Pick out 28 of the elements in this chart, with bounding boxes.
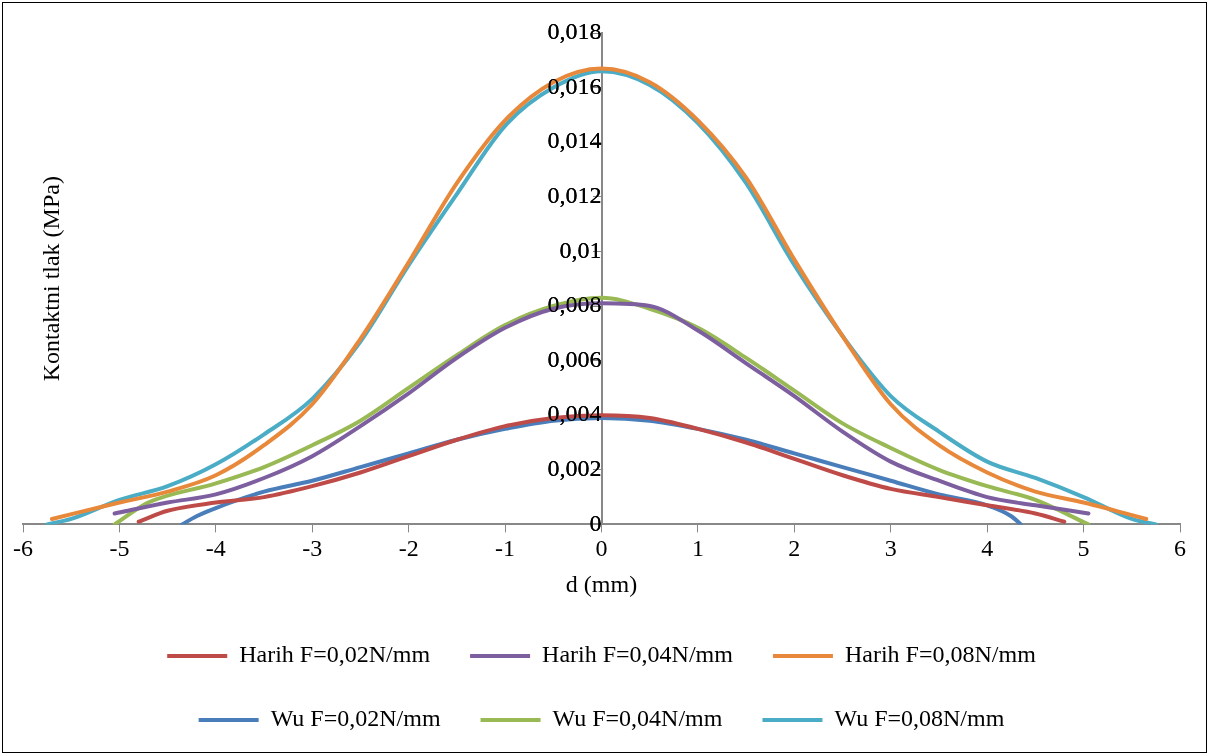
x-tick-label: -5 [109, 535, 130, 562]
x-tick-label: 4 [981, 535, 994, 562]
y-tick-label: 0,01 [559, 236, 602, 263]
x-tick-label: -1 [495, 535, 516, 562]
y-axis-title: Kontaktni tlak (MPa) [38, 176, 65, 382]
legend-label: Harih F=0,08N/mm [844, 641, 1037, 668]
y-tick-label: 0,008 [547, 291, 602, 318]
legend-label: Wu F=0,04N/mm [552, 705, 723, 732]
legend-label: Wu F=0,02N/mm [270, 705, 441, 732]
y-tick-label: 0,014 [547, 127, 602, 154]
y-tick-label: 0,012 [547, 182, 602, 209]
legend-label: Harih F=0,04N/mm [542, 641, 734, 668]
legend-label: Harih F=0,02N/mm [239, 641, 431, 668]
y-tick-label: 0,018 [547, 18, 602, 45]
x-tick-label: -6 [13, 535, 33, 562]
legend-label: Wu F=0,08N/mm [834, 705, 1005, 732]
x-tick-label: 5 [1077, 535, 1090, 562]
x-tick-label: 1 [691, 535, 704, 562]
y-tick-label: 0 [589, 509, 602, 536]
y-tick-label: 0,006 [547, 345, 602, 372]
x-tick-label: 3 [884, 535, 897, 562]
x-tick-label: 2 [788, 535, 801, 562]
y-tick-label: 0,002 [547, 455, 602, 482]
x-tick-label: 6 [1174, 535, 1186, 562]
x-tick-label: -3 [302, 535, 323, 562]
x-axis-title: d (mm) [565, 570, 638, 597]
x-tick-label: -4 [205, 535, 226, 562]
x-tick-label: -2 [398, 535, 419, 562]
